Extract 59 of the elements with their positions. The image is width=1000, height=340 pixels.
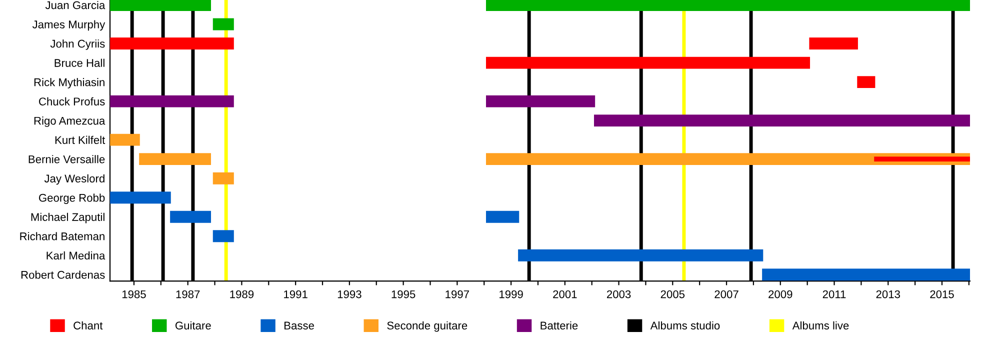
x-tick-label: 2005 [660,290,685,298]
x-tick-label: 1987 [176,290,200,298]
y-tick-label: Michael Zaputil [31,212,104,224]
bar [486,153,970,166]
bar [110,0,211,11]
legend-label: Albums live [792,321,849,330]
x-tick-label: 2015 [930,290,954,298]
bar [110,134,140,146]
bar [874,156,970,162]
bar [139,153,211,166]
y-tick-label: Kurt Kilfelt [55,136,106,144]
bar [212,18,234,30]
bar [518,249,764,262]
legend-label: Seconde guitare [387,321,468,332]
x-tick-label: 2003 [606,290,631,298]
y-tick-label: James Murphy [32,20,106,31]
x-tick-label: 1989 [230,290,254,298]
y-tick-label: George Robb [38,194,105,204]
y-tick-label: Richard Bateman [20,232,104,240]
bar [809,38,858,50]
bar [212,230,234,242]
x-tick-label: 1995 [392,290,416,298]
x-tick-label: 2007 [714,290,738,298]
bar [170,210,211,223]
x-tick-label: 2011 [822,290,846,298]
bar [110,95,234,108]
bar [486,56,810,69]
legend-label: Albums studio [650,321,720,330]
bar [857,76,876,88]
x-tick-label: 2001 [553,290,577,298]
bar [110,38,234,50]
x-tick-label: 1997 [446,290,469,298]
x-tick-label: 2009 [768,290,792,298]
legend-label: Chant [74,321,103,330]
legend-label: Batterie [540,321,578,330]
y-tick-label: John Cyriis [50,40,105,50]
y-tick-label: Rick Mythiasin [34,78,104,88]
x-tick-label: 1999 [500,290,523,298]
y-tick-label: Chuck Profus [39,97,105,106]
y-tick-label: Rigo Amezcua [34,116,106,127]
bar [486,0,970,11]
y-tick-label: Bruce Hall [54,58,104,67]
legend-label: Guitare [175,321,211,330]
y-tick-label: Bernie Versaille [28,155,105,164]
x-tick-label: 2013 [876,290,900,298]
y-tick-label: Jay Weslord [44,174,104,185]
x-tick-label: 1993 [338,290,362,298]
legend-label: Basse [284,322,314,330]
bar [110,192,171,204]
bar [486,210,520,223]
x-tick-label: 1991 [284,290,308,298]
bar [594,114,970,127]
bar [762,268,970,281]
y-tick-label: Karl Medina [46,251,106,260]
bar [486,95,596,108]
y-tick-label: Robert Cardenas [21,270,105,279]
y-tick-label: Juan Garcia [45,0,106,10]
bar [212,172,234,184]
x-tick-label: 1985 [122,290,146,298]
